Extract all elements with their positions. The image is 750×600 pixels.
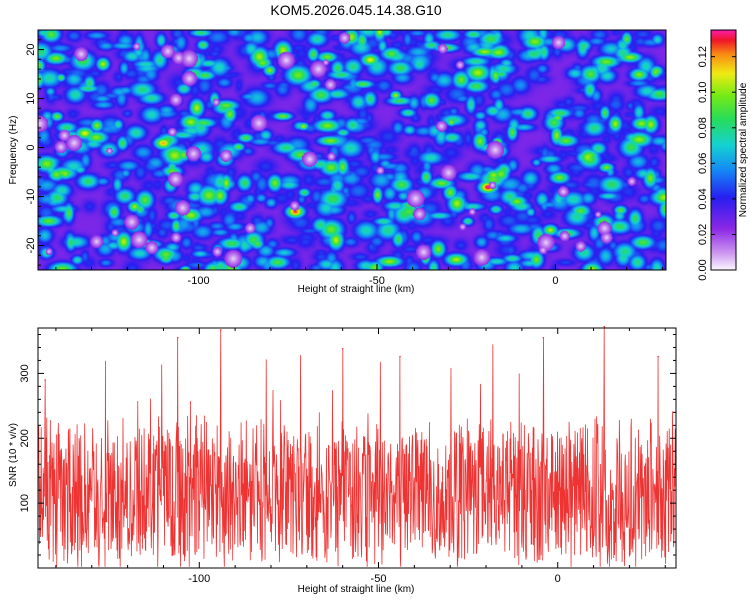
colorbar: 0.00 0.02 0.04 0.06 0.08 0.10 0.12 Normalized …	[697, 29, 749, 281]
spectrogram-heatmap	[38, 30, 666, 270]
colorbar-tick-label: 0.08	[697, 117, 709, 138]
snr-panel: -100 -50 0 100 200 300 Height of straight li…	[8, 325, 677, 595]
snr-y-tick-label: 200	[19, 429, 31, 447]
snr-series-line	[38, 328, 676, 567]
colorbar-tick-label: 0.04	[697, 188, 709, 209]
spectrogram-x-axis: -100 -50 0	[55, 264, 663, 287]
colorbar-tick-label: 0.02	[697, 224, 709, 245]
spectrogram-y-tick-label: 20	[25, 43, 37, 55]
snr-peak-point	[44, 379, 46, 381]
snr-x-label: Height of straight line (km)	[298, 584, 415, 595]
colorbar-gradient-wrap	[711, 30, 736, 270]
spectrogram-x-tick-label: 0	[552, 275, 558, 287]
spectrogram-y-tick-label: 10	[25, 92, 37, 104]
spectrogram-x-label: Height of straight line (km)	[298, 284, 415, 295]
snr-y-label: SNR (10 * v/v)	[8, 423, 19, 487]
spectrogram-x-tick-label: -50	[369, 275, 385, 287]
snr-peak-point	[542, 336, 545, 339]
spectrogram-x-tick-label: -100	[188, 275, 210, 287]
colorbar-gradient	[711, 30, 736, 270]
snr-frame	[37, 327, 677, 569]
snr-x-tick-label: -50	[371, 573, 387, 585]
snr-y-axis: 100 200 300	[19, 333, 676, 556]
spectrogram-y-axis: -20 -10 0 10 20	[25, 29, 44, 266]
colorbar-tick-label: 0.06	[697, 153, 709, 174]
figure-title: KOM5.2026.045.14.38.G10	[270, 2, 441, 18]
colorbar-frame	[710, 29, 737, 271]
snr-x-tick-label: -100	[188, 573, 210, 585]
snr-y-tick-label: 300	[19, 364, 31, 382]
snr-peak-point	[176, 336, 179, 339]
colorbar-tick-label: 0.00	[697, 259, 709, 280]
snr-y-tick-label: 100	[19, 494, 31, 512]
spectrogram-y-tick-label: 0	[25, 144, 37, 150]
snr-peak-point	[603, 325, 606, 328]
snr-x-tick-label: 0	[555, 573, 561, 585]
snr-peak-point	[399, 355, 401, 358]
spectrogram-y-label: Frequency (Hz)	[8, 116, 19, 185]
spectrogram-image-wrap	[38, 30, 666, 270]
snr-peak-point	[341, 347, 344, 350]
spectrogram-y-tick-label: -10	[25, 189, 37, 205]
snr-peak-point	[657, 355, 659, 358]
colorbar-ticks: 0.00 0.02 0.04 0.06 0.08 0.10 0.12	[697, 46, 736, 281]
colorbar-tick-label: 0.12	[697, 46, 709, 67]
snr-peak-point	[219, 329, 222, 331]
snr-x-axis: -100 -50 0	[55, 328, 666, 585]
spectrogram-y-tick-label: -20	[25, 238, 37, 254]
colorbar-tick-label: 0.10	[697, 82, 709, 103]
colorbar-label: Normalized spectral amplitude	[738, 82, 749, 217]
snr-peaks	[44, 325, 659, 381]
spectrogram-frame	[37, 29, 667, 271]
